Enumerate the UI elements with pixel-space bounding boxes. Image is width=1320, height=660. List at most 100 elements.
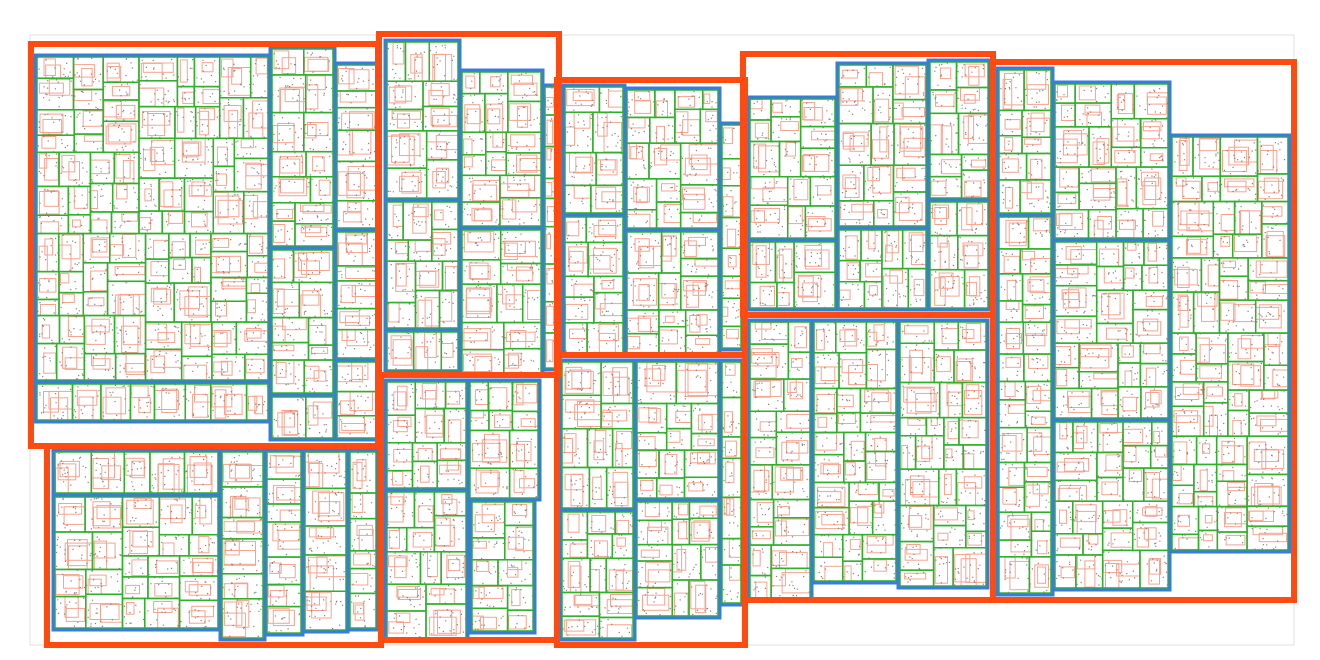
level-1-box — [749, 436, 778, 466]
leaf-box — [753, 380, 771, 398]
level-1-box — [1143, 241, 1169, 266]
leaf-box — [489, 387, 508, 412]
level-1-box — [1115, 207, 1144, 239]
leaf-box — [802, 102, 816, 121]
level-1-box — [907, 267, 927, 309]
level-1-box — [1216, 505, 1248, 533]
leaf-box — [179, 59, 188, 83]
leaf-box — [234, 498, 249, 510]
level-1-box — [461, 154, 487, 177]
leaf-box — [358, 528, 374, 552]
level-1-box — [144, 232, 170, 260]
leaf-box — [904, 76, 926, 101]
leaf-box — [867, 230, 876, 250]
leaf-box — [223, 521, 255, 532]
level-1-box — [1096, 476, 1124, 502]
level-2-box — [468, 498, 537, 635]
leaf-box — [1004, 72, 1025, 106]
level-1-box — [1054, 387, 1093, 419]
leaf-box — [470, 410, 485, 419]
level-1-box — [932, 504, 967, 527]
leaf-box — [138, 396, 151, 414]
leaf-box — [664, 315, 675, 323]
leaf-box — [345, 234, 368, 254]
leaf-box — [221, 281, 247, 290]
leaf-box — [142, 149, 156, 172]
leaf-box — [695, 584, 707, 614]
level-1-box — [1096, 421, 1124, 454]
leaf-box — [755, 380, 782, 397]
leaf-box — [867, 167, 881, 182]
level-1-box — [649, 116, 676, 144]
leaf-box — [216, 173, 227, 186]
leaf-box — [252, 201, 269, 218]
leaf-box — [57, 463, 77, 481]
level-2-box — [51, 448, 222, 497]
leaf-box — [964, 390, 983, 416]
leaf-box — [507, 559, 523, 571]
leaf-box — [820, 366, 840, 381]
leaf-box — [1029, 276, 1052, 294]
leaf-box — [479, 616, 497, 630]
leaf-box — [391, 134, 410, 163]
leaf-box — [228, 110, 239, 138]
leaf-box — [272, 344, 295, 352]
leaf-box — [1026, 182, 1044, 200]
leaf-box — [1220, 214, 1236, 231]
leaf-box — [967, 510, 975, 521]
leaf-box — [691, 521, 710, 542]
level-1-box — [36, 342, 58, 381]
leaf-box — [463, 156, 473, 168]
leaf-box — [351, 361, 369, 381]
leaf-box — [889, 269, 904, 284]
leaf-box — [223, 105, 242, 122]
leaf-box — [907, 418, 927, 426]
leaf-box — [354, 604, 365, 621]
leaf-box — [247, 395, 258, 411]
leaf-box — [864, 389, 889, 403]
leaf-box — [72, 219, 81, 228]
level-1-box — [564, 322, 588, 354]
level-1-box — [1054, 554, 1077, 589]
leaf-box — [473, 209, 493, 222]
leaf-box — [1099, 423, 1118, 434]
leaf-box — [432, 238, 446, 256]
level-1-box — [1246, 505, 1289, 527]
leaf-box — [850, 440, 865, 462]
leaf-box — [512, 382, 524, 406]
leaf-box — [272, 523, 300, 542]
leaf-box — [463, 328, 492, 350]
leaf-box — [85, 325, 106, 345]
level-1-box — [721, 436, 742, 460]
leaf-box — [868, 72, 884, 88]
leaf-box — [1233, 303, 1257, 323]
level-1-box — [443, 407, 467, 444]
leaf-box — [432, 171, 446, 189]
leaf-box — [693, 520, 711, 539]
level-1-box — [173, 137, 215, 179]
leaf-box — [125, 457, 145, 476]
leaf-box — [42, 119, 63, 135]
leaf-box — [67, 316, 85, 338]
leaf-box — [725, 461, 735, 484]
level-1-box — [404, 41, 430, 82]
level-1-box — [461, 92, 486, 133]
leaf-box — [874, 98, 890, 123]
leaf-box — [569, 152, 592, 173]
leaf-box — [1185, 238, 1208, 256]
level-1-box — [386, 551, 422, 585]
leaf-box — [93, 540, 108, 570]
leaf-box — [494, 414, 511, 429]
level-1-box — [1140, 117, 1169, 149]
leaf-box — [161, 388, 178, 414]
leaf-box — [60, 273, 70, 284]
leaf-box — [1114, 150, 1136, 164]
level-1-box — [626, 178, 658, 211]
level-1-box — [67, 185, 92, 216]
level-1-box — [511, 410, 539, 432]
leaf-box — [89, 603, 120, 620]
leaf-box — [755, 447, 775, 459]
leaf-box — [1148, 266, 1159, 284]
leaf-box — [388, 621, 405, 634]
leaf-box — [726, 498, 735, 516]
